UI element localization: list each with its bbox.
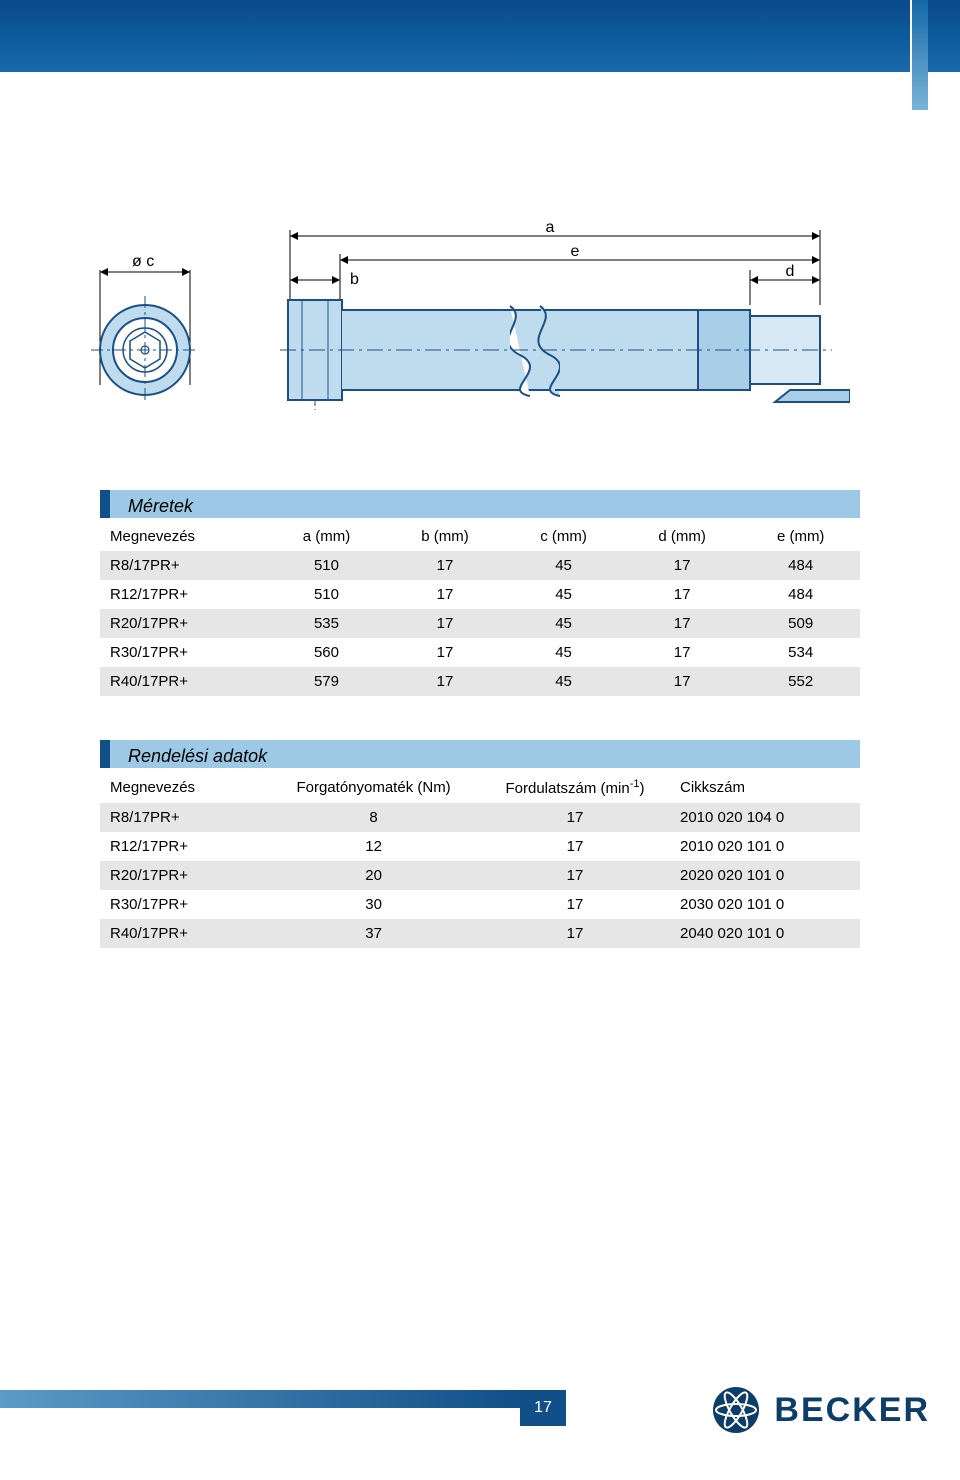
table-header-row: Megnevezés a (mm) b (mm) c (mm) d (mm) e… — [100, 522, 860, 551]
table-cell: 45 — [504, 638, 623, 667]
order-section: Rendelési adatok Megnevezés Forgatónyoma… — [100, 740, 860, 948]
table-cell: 2010 020 101 0 — [670, 832, 860, 861]
label-b: b — [350, 271, 359, 288]
table-cell: 45 — [504, 580, 623, 609]
table-row: R12/17PR+510174517484 — [100, 580, 860, 609]
table-cell: 17 — [623, 551, 742, 580]
label-d: d — [786, 263, 795, 280]
table-cell: 2020 020 101 0 — [670, 861, 860, 890]
table-cell: 45 — [504, 551, 623, 580]
label-diameter: ø c — [132, 253, 154, 270]
table-cell: 17 — [623, 609, 742, 638]
table-cell: 45 — [504, 667, 623, 696]
table-cell: 37 — [267, 919, 480, 948]
table-row: R8/17PR+8172010 020 104 0 — [100, 803, 860, 832]
table-cell: 484 — [741, 580, 860, 609]
table-row: R40/17PR+579174517552 — [100, 667, 860, 696]
table-cell: 509 — [741, 609, 860, 638]
col-article: Cikkszám — [670, 772, 860, 803]
table-cell: 560 — [267, 638, 386, 667]
label-e: e — [571, 243, 580, 260]
table-cell: 17 — [623, 667, 742, 696]
order-title: Rendelési adatok — [100, 740, 860, 772]
col-d: d (mm) — [623, 522, 742, 551]
page-number: 17 — [520, 1390, 566, 1426]
table-cell: 17 — [386, 638, 505, 667]
table-cell: 535 — [267, 609, 386, 638]
table-cell: 12 — [267, 832, 480, 861]
table-row: R40/17PR+37172040 020 101 0 — [100, 919, 860, 948]
table-cell: 534 — [741, 638, 860, 667]
col-c: c (mm) — [504, 522, 623, 551]
table-cell: 510 — [267, 551, 386, 580]
table-cell: 17 — [623, 580, 742, 609]
dimensions-section: Méretek Megnevezés a (mm) b (mm) c (mm) … — [100, 490, 860, 696]
table-cell: 17 — [386, 667, 505, 696]
table-cell: 17 — [480, 890, 670, 919]
table-cell: 2010 020 104 0 — [670, 803, 860, 832]
brand-text: BECKER — [774, 1391, 930, 1430]
table-row: R12/17PR+12172010 020 101 0 — [100, 832, 860, 861]
table-cell: R30/17PR+ — [100, 890, 267, 919]
table-row: R30/17PR+560174517534 — [100, 638, 860, 667]
footer-stripe — [0, 1390, 520, 1408]
table-cell: 17 — [386, 609, 505, 638]
table-cell: 17 — [480, 919, 670, 948]
table-cell: R20/17PR+ — [100, 861, 267, 890]
table-cell: 17 — [480, 861, 670, 890]
brand-logo: BECKER — [712, 1386, 930, 1434]
table-cell: 579 — [267, 667, 386, 696]
table-cell: 2030 020 101 0 — [670, 890, 860, 919]
table-cell: R8/17PR+ — [100, 551, 267, 580]
table-header-row: Megnevezés Forgatónyomaték (Nm) Fordulat… — [100, 772, 860, 803]
table-cell: 8 — [267, 803, 480, 832]
label-a: a — [546, 219, 555, 236]
order-header: Rendelési adatok — [100, 740, 860, 772]
table-row: R20/17PR+20172020 020 101 0 — [100, 861, 860, 890]
table-cell: 17 — [480, 803, 670, 832]
table-cell: 510 — [267, 580, 386, 609]
table-cell: 17 — [623, 638, 742, 667]
col-b: b (mm) — [386, 522, 505, 551]
table-cell: 17 — [386, 551, 505, 580]
top-bar-accent — [910, 0, 928, 110]
col-name: Megnevezés — [100, 772, 267, 803]
col-speed: Fordulatszám (min-1) — [480, 772, 670, 803]
top-bar — [0, 0, 960, 72]
table-row: R20/17PR+535174517509 — [100, 609, 860, 638]
col-torque: Forgatónyomaték (Nm) — [267, 772, 480, 803]
table-cell: R12/17PR+ — [100, 580, 267, 609]
col-name: Megnevezés — [100, 522, 267, 551]
table-cell: 20 — [267, 861, 480, 890]
order-table: Megnevezés Forgatónyomaték (Nm) Fordulat… — [100, 772, 860, 948]
dimensions-table: Megnevezés a (mm) b (mm) c (mm) d (mm) e… — [100, 522, 860, 696]
technical-diagram: ø c a e — [90, 210, 850, 430]
table-cell: R30/17PR+ — [100, 638, 267, 667]
col-e: e (mm) — [741, 522, 860, 551]
brand-icon — [712, 1386, 760, 1434]
table-cell: R12/17PR+ — [100, 832, 267, 861]
col-a: a (mm) — [267, 522, 386, 551]
page-footer: 17 BECKER — [0, 1390, 960, 1480]
table-cell: 30 — [267, 890, 480, 919]
table-cell: 2040 020 101 0 — [670, 919, 860, 948]
table-cell: R8/17PR+ — [100, 803, 267, 832]
table-cell: 552 — [741, 667, 860, 696]
dimensions-title: Méretek — [100, 490, 860, 522]
table-cell: 45 — [504, 609, 623, 638]
table-cell: R40/17PR+ — [100, 919, 267, 948]
table-row: R30/17PR+30172030 020 101 0 — [100, 890, 860, 919]
table-cell: R20/17PR+ — [100, 609, 267, 638]
table-row: R8/17PR+510174517484 — [100, 551, 860, 580]
table-cell: R40/17PR+ — [100, 667, 267, 696]
table-cell: 484 — [741, 551, 860, 580]
table-cell: 17 — [386, 580, 505, 609]
table-cell: 17 — [480, 832, 670, 861]
dimensions-header: Méretek — [100, 490, 860, 522]
